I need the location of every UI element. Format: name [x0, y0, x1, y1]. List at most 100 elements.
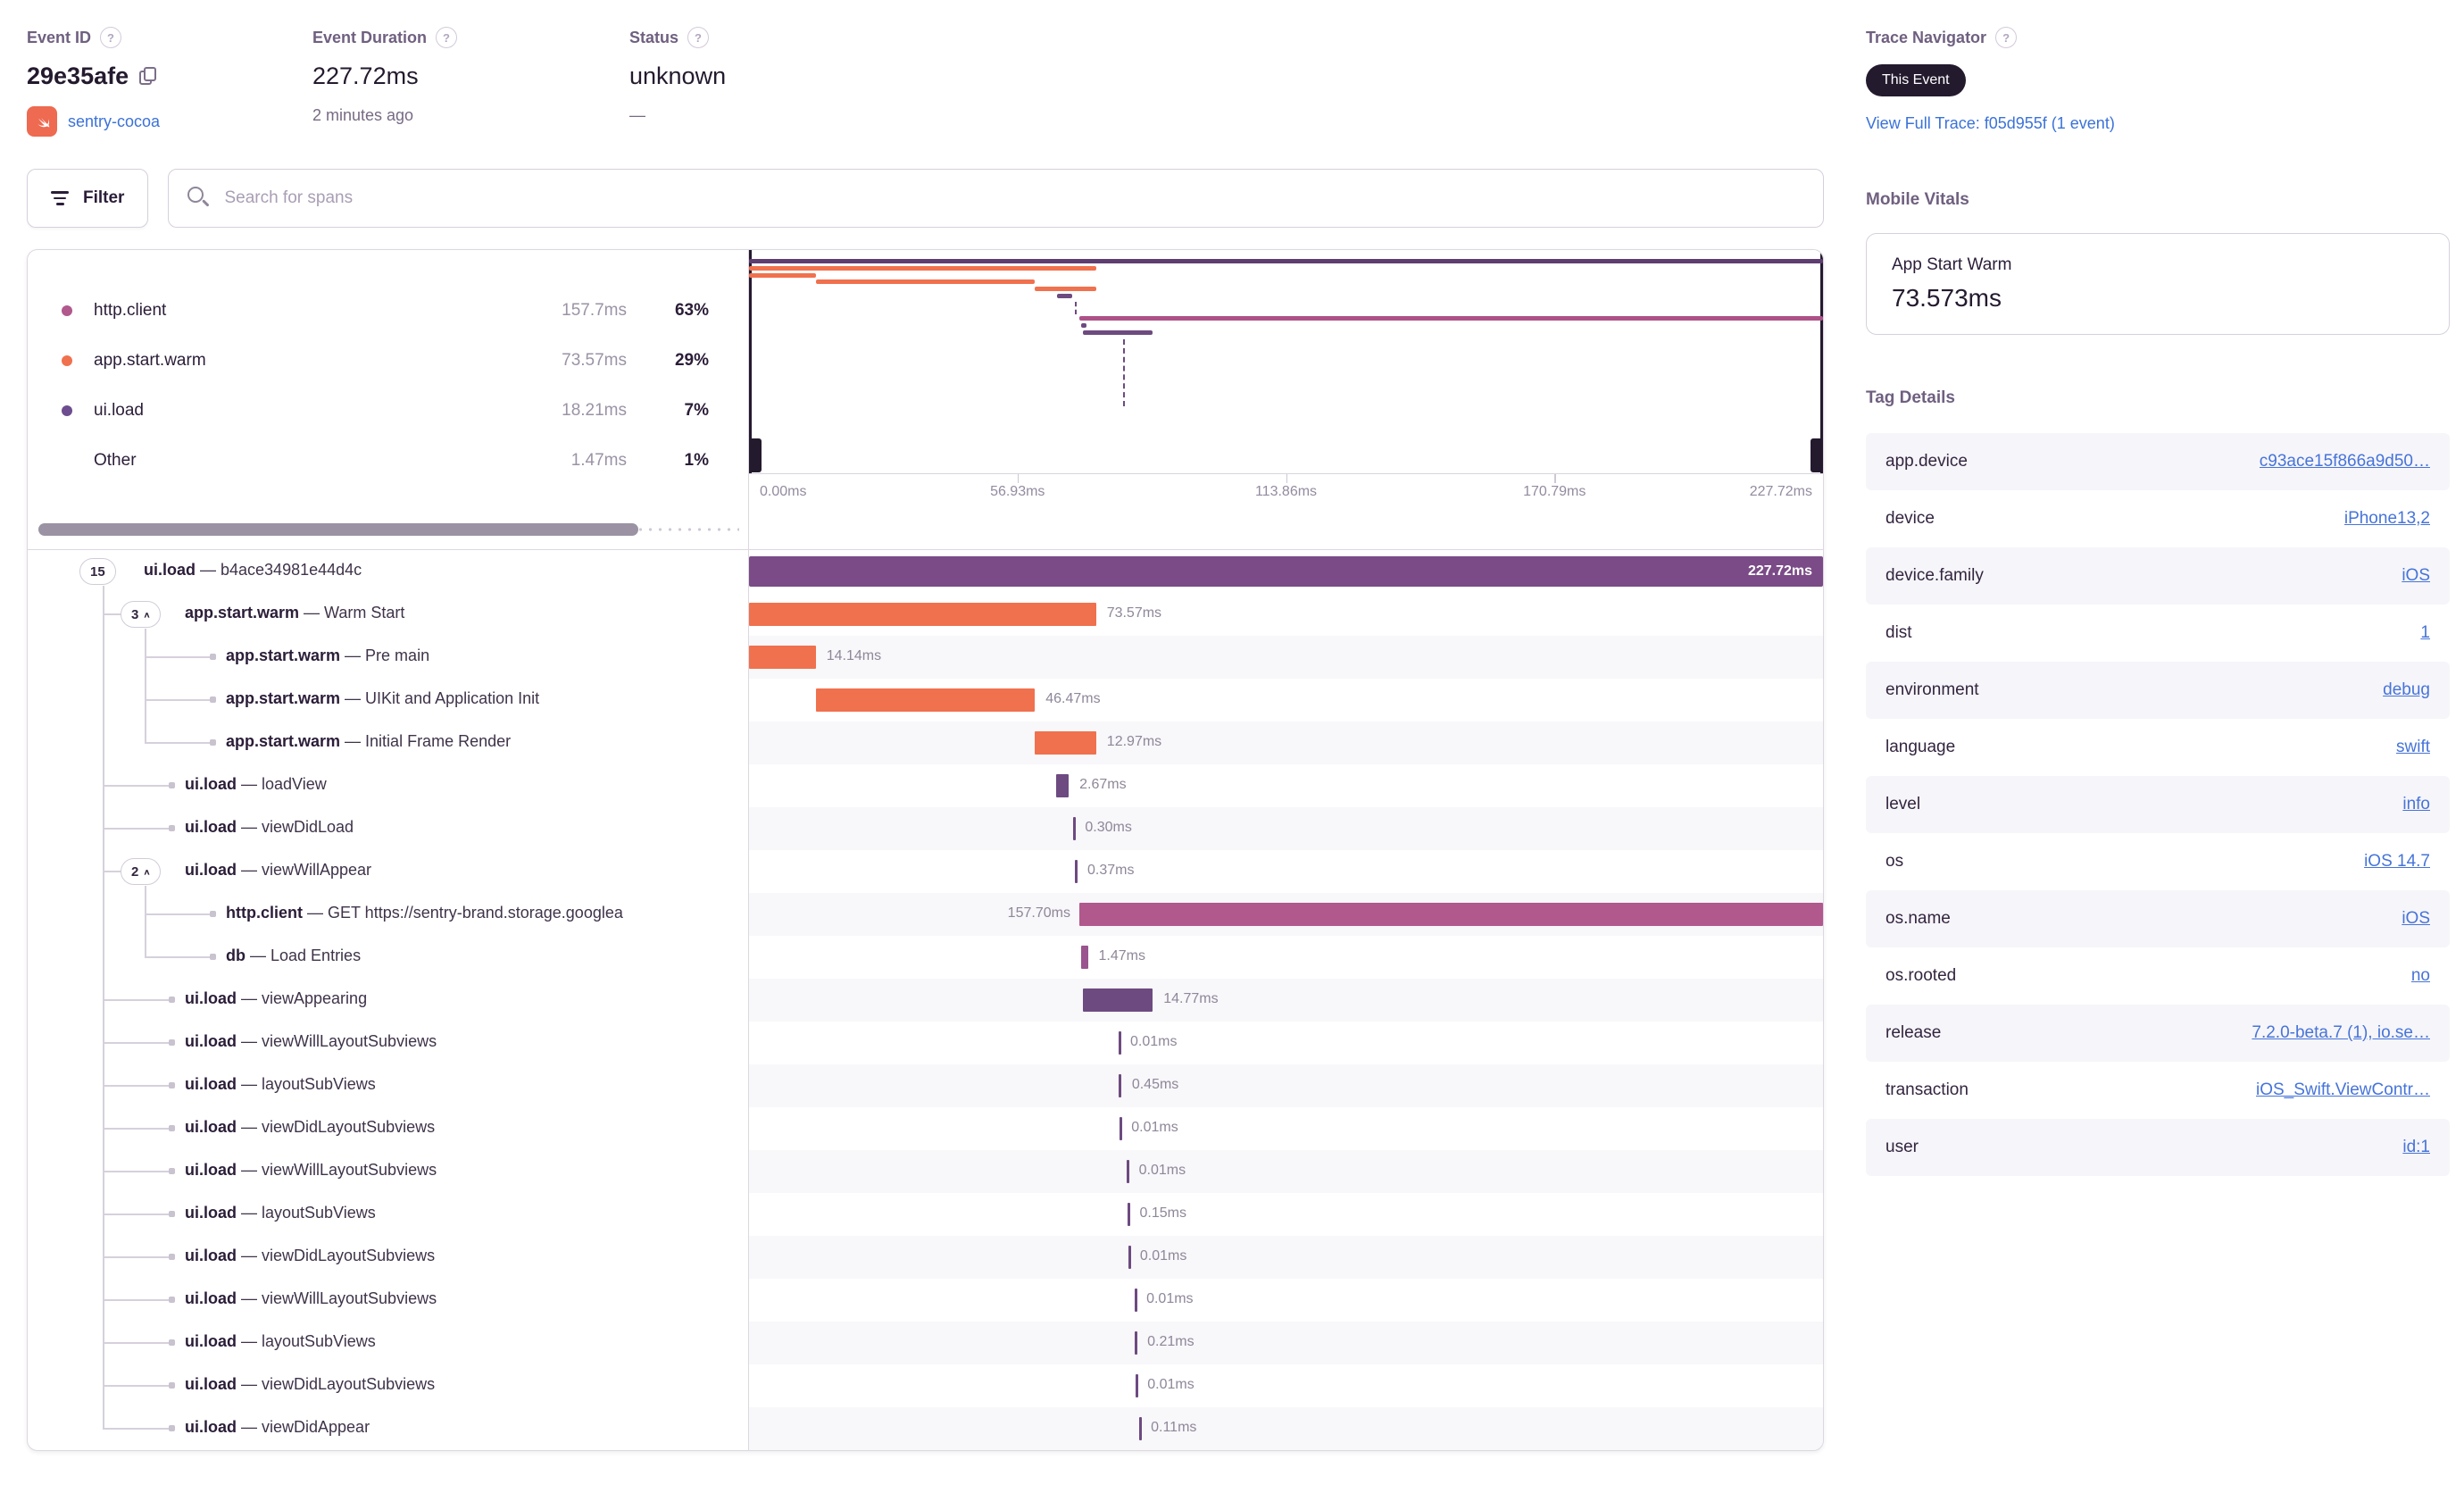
span-row[interactable]: ui.load — viewAppearing 14.77ms — [28, 979, 1823, 1022]
span-row[interactable]: ui.load — layoutSubViews 0.45ms — [28, 1064, 1823, 1107]
span-row-bar-cell[interactable]: 2.67ms — [749, 764, 1823, 807]
legend-row[interactable]: ui.load 18.21ms 7% — [28, 386, 748, 436]
span-row-label-cell[interactable]: 3 ∧ app.start.warm — Warm Start — [28, 593, 749, 636]
help-icon[interactable]: ? — [100, 27, 122, 48]
scrollbar-thumb[interactable] — [38, 523, 638, 536]
span-bar[interactable] — [1128, 1246, 1131, 1269]
span-row-label-cell[interactable]: ui.load — layoutSubViews — [28, 1064, 749, 1107]
span-row-label-cell[interactable]: ui.load — viewDidLayoutSubviews — [28, 1236, 749, 1279]
span-row-label-cell[interactable]: db — Load Entries — [28, 936, 749, 979]
span-row-bar-cell[interactable]: 0.01ms — [749, 1107, 1823, 1150]
span-row-label-cell[interactable]: ui.load — viewDidLoad — [28, 807, 749, 850]
span-row-label-cell[interactable]: app.start.warm — UIKit and Application I… — [28, 679, 749, 721]
span-row-label-cell[interactable]: ui.load — viewDidLayoutSubviews — [28, 1107, 749, 1150]
legend-row[interactable]: http.client 157.7ms 63% — [28, 286, 748, 336]
span-bar[interactable] — [1118, 1031, 1121, 1055]
tag-value-link[interactable]: swift — [2396, 738, 2430, 756]
trace-minimap[interactable] — [749, 250, 1823, 473]
span-bar[interactable] — [815, 688, 1036, 712]
this-event-pill[interactable]: This Event — [1866, 64, 1966, 96]
tag-value-link[interactable]: iOS_Swift.ViewContr… — [2256, 1080, 2430, 1099]
tag-value-link[interactable]: iOS 14.7 — [2364, 852, 2430, 871]
span-row[interactable]: ui.load — viewDidLayoutSubviews 0.01ms — [28, 1236, 1823, 1279]
span-row[interactable]: ui.load — loadView 2.67ms — [28, 764, 1823, 807]
minimap-handle-right[interactable] — [1811, 438, 1823, 472]
span-row-bar-cell[interactable]: 1.47ms — [749, 936, 1823, 979]
minimap-handle-left[interactable] — [749, 438, 762, 472]
span-row[interactable]: ui.load — viewDidLayoutSubviews 0.01ms — [28, 1364, 1823, 1407]
span-bar[interactable] — [749, 646, 816, 669]
span-row-bar-cell[interactable]: 227.72ms — [749, 550, 1823, 593]
span-row-bar-cell[interactable]: 0.01ms — [749, 1279, 1823, 1322]
tag-value-link[interactable]: no — [2410, 966, 2430, 985]
span-row-bar-cell[interactable]: 46.47ms — [749, 679, 1823, 721]
span-row[interactable]: 3 ∧ app.start.warm — Warm Start 73.57ms — [28, 593, 1823, 636]
tag-value-link[interactable]: iPhone13,2 — [2343, 509, 2430, 528]
span-row-label-cell[interactable]: ui.load — viewDidLayoutSubviews — [28, 1364, 749, 1407]
span-row-label-cell[interactable]: ui.load — viewDidAppear — [28, 1407, 749, 1450]
span-row-bar-cell[interactable]: 0.01ms — [749, 1022, 1823, 1064]
span-row[interactable]: ui.load — viewDidLayoutSubviews 0.01ms — [28, 1107, 1823, 1150]
span-row[interactable]: app.start.warm — Initial Frame Render 12.… — [28, 721, 1823, 764]
span-row-bar-cell[interactable]: 157.70ms — [749, 893, 1823, 936]
span-row-label-cell[interactable]: 15 ui.load — b4ace34981e44d4c — [28, 550, 749, 593]
span-row[interactable]: db — Load Entries 1.47ms — [28, 936, 1823, 979]
span-row-label-cell[interactable]: ui.load — viewWillLayoutSubviews — [28, 1150, 749, 1193]
span-bar[interactable] — [1119, 1074, 1122, 1097]
span-bar[interactable] — [1035, 731, 1096, 755]
span-row-bar-cell[interactable]: 73.57ms — [749, 593, 1823, 636]
legend-row[interactable]: app.start.warm 73.57ms 29% — [28, 336, 748, 386]
help-icon[interactable]: ? — [1995, 27, 2018, 48]
span-row-label-cell[interactable]: ui.load — viewWillLayoutSubviews — [28, 1279, 749, 1322]
project-link[interactable]: sentry-cocoa — [68, 112, 161, 130]
tag-value-link[interactable]: 7.2.0-beta.7 (1), io.se… — [2252, 1023, 2430, 1042]
span-children-count-pill[interactable]: 2 ∧ — [121, 858, 162, 885]
span-row-bar-cell[interactable]: 0.11ms — [749, 1407, 1823, 1450]
span-row-bar-cell[interactable]: 0.30ms — [749, 807, 1823, 850]
span-bar[interactable] — [1072, 817, 1076, 840]
span-row-label-cell[interactable]: app.start.warm — Initial Frame Render — [28, 721, 749, 764]
span-bar[interactable] — [1136, 1374, 1139, 1397]
span-row-label-cell[interactable]: ui.load — viewWillLayoutSubviews — [28, 1022, 749, 1064]
span-row-label-cell[interactable]: http.client — GET https://sentry-brand.s… — [28, 893, 749, 936]
span-row-bar-cell[interactable]: 12.97ms — [749, 721, 1823, 764]
span-children-count-pill[interactable]: 3 ∧ — [121, 601, 162, 628]
span-row-bar-cell[interactable]: 0.21ms — [749, 1322, 1823, 1364]
span-bar[interactable] — [1080, 946, 1088, 969]
span-row[interactable]: ui.load — layoutSubViews 0.15ms — [28, 1193, 1823, 1236]
span-row[interactable]: ui.load — viewDidLoad 0.30ms — [28, 807, 1823, 850]
copy-icon[interactable] — [139, 66, 157, 87]
tag-value-link[interactable]: iOS — [2402, 566, 2430, 585]
span-row-label-cell[interactable]: ui.load — viewAppearing — [28, 979, 749, 1022]
span-row-label-cell[interactable]: app.start.warm — Pre main — [28, 636, 749, 679]
span-bar[interactable] — [1075, 860, 1078, 883]
legend-row[interactable]: Other 1.47ms 1% — [28, 436, 748, 486]
tag-value-link[interactable]: 1 — [2420, 623, 2430, 642]
span-row[interactable]: ui.load — viewWillLayoutSubviews 0.01ms — [28, 1279, 1823, 1322]
help-icon[interactable]: ? — [436, 27, 458, 48]
tag-value-link[interactable]: iOS — [2402, 909, 2430, 928]
span-row-label-cell[interactable]: ui.load — loadView — [28, 764, 749, 807]
span-children-count-pill[interactable]: 15 — [79, 558, 116, 585]
span-bar[interactable] — [1078, 903, 1823, 926]
span-row-bar-cell[interactable]: 0.45ms — [749, 1064, 1823, 1107]
span-row-bar-cell[interactable]: 0.01ms — [749, 1236, 1823, 1279]
span-row[interactable]: http.client — GET https://sentry-brand.s… — [28, 893, 1823, 936]
search-input[interactable] — [168, 169, 1824, 228]
span-row[interactable]: ui.load — viewWillLayoutSubviews 0.01ms — [28, 1150, 1823, 1193]
span-row-bar-cell[interactable]: 0.15ms — [749, 1193, 1823, 1236]
span-row-label-cell[interactable]: 2 ∧ ui.load — viewWillAppear — [28, 850, 749, 893]
span-bar[interactable] — [1135, 1331, 1138, 1355]
tag-value-link[interactable]: info — [2402, 795, 2430, 813]
span-row[interactable]: ui.load — viewWillLayoutSubviews 0.01ms — [28, 1022, 1823, 1064]
span-bar[interactable] — [1083, 988, 1153, 1012]
span-row[interactable]: 15 ui.load — b4ace34981e44d4c 227.72ms — [28, 550, 1823, 593]
view-full-trace-link[interactable]: View Full Trace: f05d955f (1 event) — [1866, 114, 2115, 132]
span-row[interactable]: ui.load — layoutSubViews 0.21ms — [28, 1322, 1823, 1364]
span-row[interactable]: app.start.warm — Pre main 14.14ms — [28, 636, 1823, 679]
span-bar[interactable] — [1120, 1117, 1123, 1140]
span-row-label-cell[interactable]: ui.load — layoutSubViews — [28, 1322, 749, 1364]
span-row-bar-cell[interactable]: 14.14ms — [749, 636, 1823, 679]
span-bar[interactable]: 227.72ms — [749, 556, 1823, 587]
span-row-bar-cell[interactable]: 0.37ms — [749, 850, 1823, 893]
